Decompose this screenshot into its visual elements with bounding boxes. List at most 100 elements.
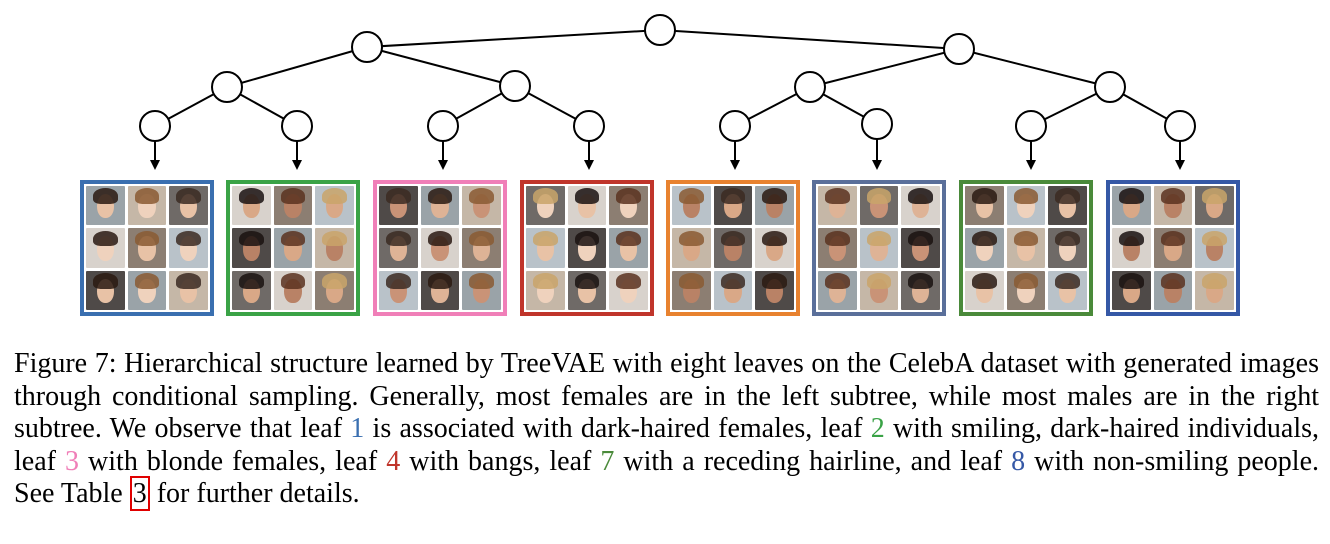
generated-face-image [1112,186,1151,226]
generated-face-image [526,228,565,268]
leaf-node [427,110,459,142]
caption-text: with bangs, leaf [400,445,601,477]
generated-face-image [1195,186,1234,226]
generated-face-image [965,228,1004,268]
caption-text: with blonde females, leaf [79,445,387,477]
generated-face-image [169,228,208,268]
generated-face-image [672,228,711,268]
generated-face-image [273,270,313,310]
generated-face-image [859,186,899,226]
generated-face-image [859,270,899,310]
generated-face-image [859,228,899,268]
generated-face-image [127,228,167,268]
generated-face-image [965,270,1004,310]
generated-face-image [901,228,940,268]
generated-face-image [315,270,354,310]
leaf-node [1164,110,1196,142]
generated-face-image [1112,270,1151,310]
generated-face-image [713,186,753,226]
leaf-panel-3 [373,180,507,316]
generated-face-image [232,270,271,310]
generated-face-image [169,270,208,310]
generated-face-image [609,228,648,268]
leaf-node [861,108,893,140]
leaf-panel-5 [666,180,800,316]
figure-caption: Figure 7: Hierarchical structure learned… [14,348,1319,511]
leaf-node [1015,110,1047,142]
generated-face-image [609,186,648,226]
generated-face-image [818,270,857,310]
leaf-node [139,110,171,142]
leaf-panel-2 [226,180,360,316]
generated-face-image [672,186,711,226]
generated-face-image [86,228,125,268]
generated-face-image [1048,270,1087,310]
generated-face-image [420,228,460,268]
leaf-ref-7: 7 [600,445,615,477]
generated-face-image [379,228,418,268]
generated-face-image [1153,228,1193,268]
generated-face-image [755,186,794,226]
leaf-panel-1 [80,180,214,316]
tree-node [794,71,826,103]
generated-face-image [1048,186,1087,226]
generated-face-image [462,270,501,310]
generated-face-image [713,270,753,310]
generated-face-image [672,270,711,310]
generated-face-image [1112,228,1151,268]
generated-face-image [127,186,167,226]
generated-face-image [315,186,354,226]
tree-node [499,70,531,102]
generated-face-image [232,186,271,226]
generated-face-image [1048,228,1087,268]
caption-text: with smiling, dark-haired individuals, l… [14,413,1320,477]
generated-face-image [1195,228,1234,268]
tree-node [351,31,383,63]
caption-text: for further details. [149,478,360,509]
root-node [644,14,676,46]
generated-face-image [1006,186,1046,226]
leaf-node [573,110,605,142]
generated-face-image [127,270,167,310]
generated-face-image [755,270,794,310]
leaf-node [281,110,313,142]
leaf-ref-2: 2 [870,413,885,444]
leaf-arrows [150,139,1185,170]
generated-face-image [567,270,607,310]
generated-face-image [379,270,418,310]
leaf-ref-4: 4 [386,445,401,477]
generated-face-image [567,186,607,226]
generated-face-image [232,228,271,268]
tree-diagram [139,14,1196,170]
tree-nodes [139,14,1196,142]
leaf-ref-3: 3 [65,445,79,477]
generated-face-image [462,228,501,268]
generated-face-image [273,228,313,268]
leaf-ref-1: 1 [350,413,365,444]
generated-face-image [965,186,1004,226]
caption-text: with a receding hairline, and leaf [614,445,1012,477]
generated-face-image [713,228,753,268]
generated-face-image [169,186,208,226]
generated-face-image [567,228,607,268]
generated-face-image [818,186,857,226]
tree-node [1094,71,1126,103]
table-ref-link[interactable]: 3 [129,476,150,511]
generated-face-image [901,270,940,310]
generated-face-image [755,228,794,268]
generated-face-image [1006,270,1046,310]
leaf-ref-8: 8 [1011,445,1026,477]
tree-node [943,33,975,65]
generated-face-image [1006,228,1046,268]
leaf-panel-4 [520,180,654,316]
caption-text: with non-smiling people. See Table [14,445,1319,510]
leaf-node [719,110,751,142]
generated-face-image [1195,270,1234,310]
generated-face-image [1153,186,1193,226]
generated-face-image [273,186,313,226]
generated-face-image [86,186,125,226]
generated-face-image [901,186,940,226]
generated-face-image [1153,270,1193,310]
generated-face-image [379,186,418,226]
generated-face-image [526,186,565,226]
